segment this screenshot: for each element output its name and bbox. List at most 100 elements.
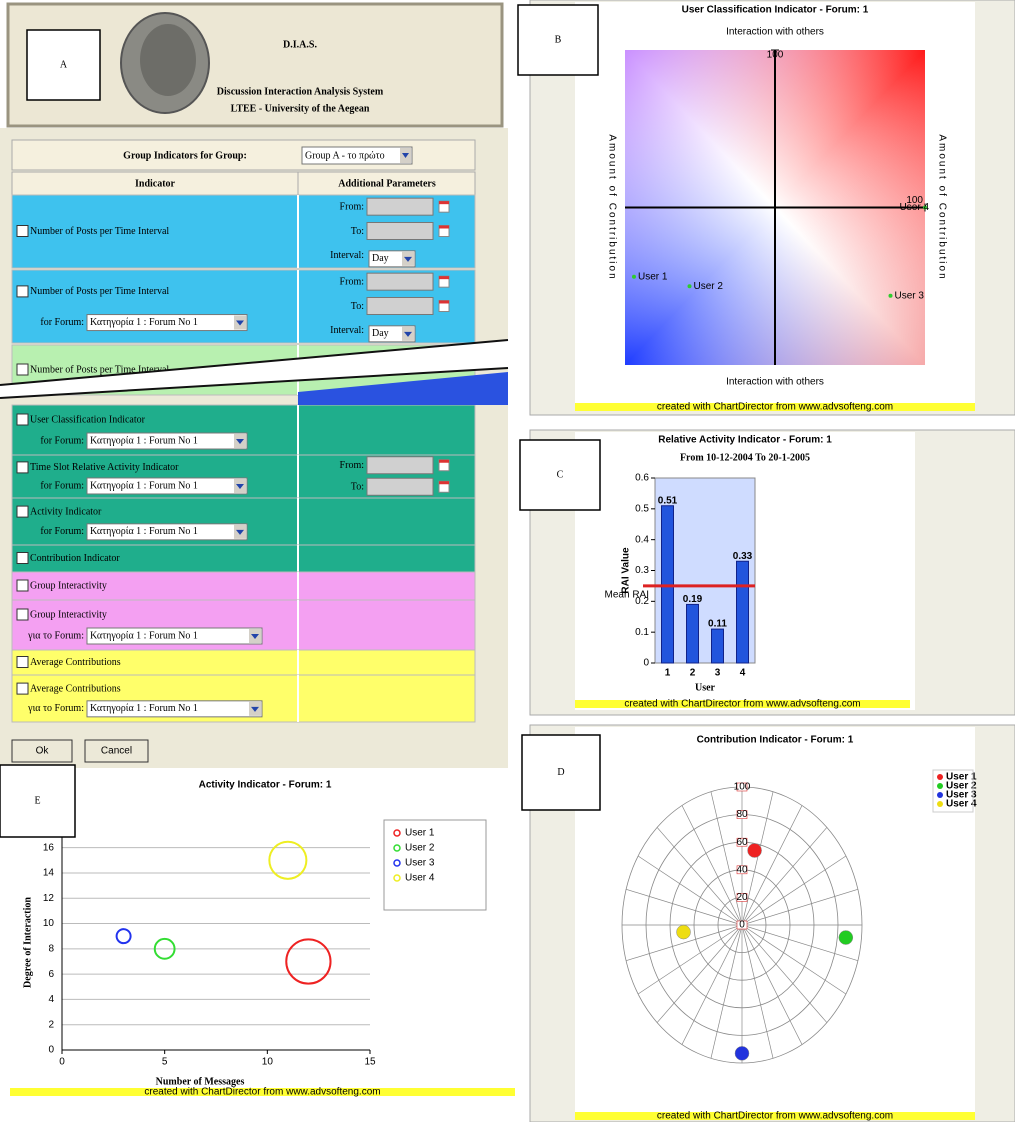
user-point bbox=[838, 930, 854, 945]
header-subtitle: Discussion Interaction Analysis System bbox=[217, 86, 384, 97]
checkbox[interactable] bbox=[16, 656, 29, 668]
forum-label: for Forum: bbox=[40, 526, 84, 537]
date-input[interactable] bbox=[366, 456, 434, 475]
axis-label: Interaction with others bbox=[726, 27, 824, 38]
ring-label: 20 bbox=[736, 892, 748, 903]
date-input[interactable] bbox=[366, 222, 434, 240]
panel-label: A bbox=[60, 59, 68, 70]
button-label: Cancel bbox=[101, 746, 132, 757]
legend-label: User 2 bbox=[946, 781, 977, 792]
ring-label: 80 bbox=[736, 809, 748, 820]
spoke bbox=[741, 924, 828, 1023]
checkbox[interactable] bbox=[16, 608, 29, 621]
checkbox[interactable] bbox=[16, 413, 29, 426]
spoke bbox=[637, 924, 743, 995]
legend-swatch bbox=[937, 801, 943, 807]
spoke bbox=[741, 827, 828, 926]
checkbox[interactable] bbox=[16, 682, 29, 695]
select-box[interactable] bbox=[86, 627, 263, 645]
y-tick-label: 12 bbox=[43, 893, 55, 904]
spoke bbox=[637, 855, 743, 926]
indicator-label: Average Contributions bbox=[30, 683, 121, 694]
indicator-label: User Classification Indicator bbox=[30, 414, 146, 425]
legend-box bbox=[383, 819, 487, 911]
group-select[interactable] bbox=[301, 146, 413, 165]
user-point bbox=[687, 284, 692, 289]
select-value: Day bbox=[372, 328, 389, 339]
select-box[interactable] bbox=[86, 314, 248, 332]
y-tick-label: 4 bbox=[48, 994, 54, 1005]
forum-label: for Forum: bbox=[40, 480, 84, 491]
calendar-icon-top bbox=[439, 225, 449, 229]
indicator-label: Time Slot Relative Activity Indicator bbox=[30, 462, 179, 473]
panel-label-box bbox=[26, 29, 101, 101]
footer-bar bbox=[575, 700, 910, 708]
value-label: 0.33 bbox=[733, 551, 753, 562]
legend-label: User 4 bbox=[946, 799, 977, 810]
bubble bbox=[268, 840, 308, 880]
checkbox[interactable] bbox=[16, 552, 29, 564]
checkbox[interactable] bbox=[16, 461, 29, 474]
x-tick-label: 3 bbox=[715, 668, 721, 679]
calendar-icon-top bbox=[439, 481, 449, 485]
select-box[interactable] bbox=[86, 523, 248, 541]
x-tick-label: 15 bbox=[364, 1057, 376, 1068]
select-box[interactable] bbox=[86, 700, 263, 718]
forum-label: για το Forum: bbox=[27, 703, 84, 714]
select-box[interactable] bbox=[86, 477, 248, 495]
date-input[interactable] bbox=[366, 297, 434, 315]
legend-label: User 1 bbox=[405, 828, 435, 839]
checkbox[interactable] bbox=[16, 225, 29, 237]
ring-label-box bbox=[736, 920, 748, 930]
ring-label: 0 bbox=[739, 920, 745, 931]
spoke bbox=[656, 827, 743, 926]
panel-label-box bbox=[521, 734, 601, 811]
value-label: 0.51 bbox=[658, 495, 678, 506]
bar bbox=[736, 560, 749, 664]
ring-label-box bbox=[736, 837, 748, 847]
arrow-icon bbox=[236, 320, 244, 326]
button[interactable] bbox=[11, 739, 73, 763]
spoke bbox=[741, 855, 847, 926]
footer: created with ChartDirector from www.advs… bbox=[624, 699, 860, 710]
date-input[interactable] bbox=[366, 272, 434, 291]
form-row bbox=[11, 649, 476, 676]
legend-swatch bbox=[393, 844, 401, 852]
arrow-icon bbox=[236, 439, 244, 444]
chart-bg bbox=[575, 727, 975, 1119]
chart-title: Relative Activity Indicator - Forum: 1 bbox=[658, 435, 832, 446]
arrow-icon bbox=[236, 483, 244, 489]
ring-label-box bbox=[736, 810, 748, 819]
legend-label: User 4 bbox=[405, 873, 435, 884]
y-tick-label: 2 bbox=[48, 1019, 54, 1030]
legend-swatch bbox=[937, 774, 943, 780]
panel-label: D bbox=[557, 767, 564, 778]
mean-label: Mean RAI bbox=[605, 590, 649, 601]
y-axis-label: RAI Value bbox=[621, 547, 632, 594]
legend-swatch bbox=[937, 783, 943, 789]
select-value: Κατηγορία 1 : Forum No 1 bbox=[90, 317, 198, 328]
forum-label: για το Forum: bbox=[27, 630, 84, 641]
legend-swatch bbox=[393, 859, 401, 867]
y-tick-label: 0.3 bbox=[635, 565, 649, 576]
checkbox[interactable] bbox=[16, 285, 29, 298]
column-header: Additional Parameters bbox=[338, 178, 436, 189]
date-input[interactable] bbox=[366, 477, 434, 496]
button[interactable] bbox=[84, 739, 149, 763]
checkbox[interactable] bbox=[16, 579, 29, 592]
select-value: Κατηγορία 1 : Forum No 1 bbox=[90, 480, 198, 491]
y-tick-label: 0.2 bbox=[635, 596, 649, 607]
y-tick-label: 0.4 bbox=[635, 534, 649, 545]
spoke bbox=[710, 924, 743, 1059]
user-point bbox=[747, 843, 762, 858]
group-select-value: Group A - το πρώτο bbox=[305, 150, 385, 161]
checkbox[interactable] bbox=[16, 363, 29, 376]
x-axis-label: Number of Messages bbox=[156, 1076, 245, 1087]
ring-label-box bbox=[736, 865, 748, 875]
footer: created with ChartDirector from www.advs… bbox=[657, 402, 893, 413]
checkbox[interactable] bbox=[16, 505, 29, 518]
select-box[interactable] bbox=[86, 432, 248, 450]
user-point bbox=[923, 205, 927, 210]
date-input[interactable] bbox=[366, 197, 434, 216]
forum-label: for Forum: bbox=[40, 435, 84, 446]
